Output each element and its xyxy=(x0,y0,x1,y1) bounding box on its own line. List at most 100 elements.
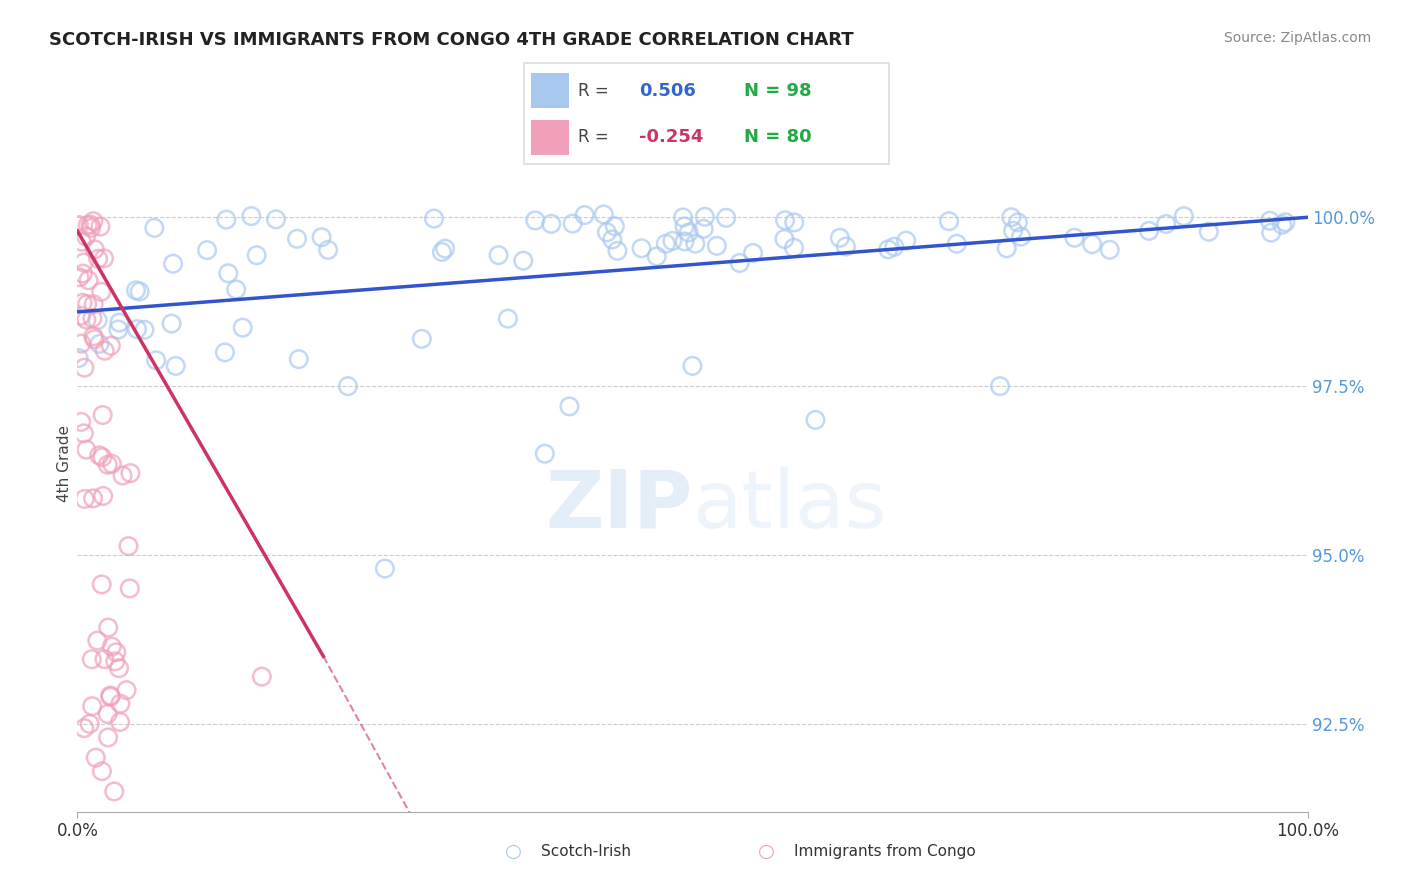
Point xyxy=(89,448,111,462)
Point xyxy=(107,322,129,336)
Point xyxy=(104,654,127,668)
Point xyxy=(434,242,457,256)
Point xyxy=(162,257,184,271)
Point xyxy=(742,246,765,260)
Point xyxy=(603,219,626,234)
Point xyxy=(118,582,141,596)
Text: Scotch-Irish: Scotch-Irish xyxy=(541,845,631,859)
Point xyxy=(1271,218,1294,232)
Point xyxy=(988,379,1011,393)
Point xyxy=(1000,211,1022,225)
Point xyxy=(84,750,107,764)
Point xyxy=(685,236,707,251)
Point xyxy=(91,489,114,503)
Point xyxy=(661,234,683,248)
Point xyxy=(630,241,652,255)
Point xyxy=(103,784,125,798)
Point xyxy=(82,329,104,343)
Point xyxy=(90,577,112,591)
Point xyxy=(592,207,614,221)
Point xyxy=(512,253,534,268)
Point xyxy=(285,232,308,246)
Point xyxy=(783,241,806,255)
Point xyxy=(773,213,796,227)
Point xyxy=(128,285,150,299)
Point xyxy=(728,256,751,270)
Point xyxy=(117,539,139,553)
Point xyxy=(86,633,108,648)
Point xyxy=(86,313,108,327)
Point xyxy=(82,214,104,228)
Point xyxy=(125,283,148,297)
Point xyxy=(82,699,104,714)
Point xyxy=(80,221,103,235)
Point xyxy=(673,219,696,234)
Point xyxy=(883,240,905,254)
Point xyxy=(73,426,96,441)
Point xyxy=(82,311,104,326)
Point xyxy=(76,218,98,232)
Point xyxy=(337,379,360,393)
Point xyxy=(1274,215,1296,229)
Point xyxy=(73,360,96,375)
Point xyxy=(316,243,339,257)
Point xyxy=(75,312,97,326)
Point xyxy=(108,316,131,330)
Point xyxy=(714,211,737,225)
Point xyxy=(101,457,124,471)
Point xyxy=(165,359,187,373)
Point xyxy=(93,343,115,358)
Point xyxy=(1098,243,1121,257)
Point xyxy=(108,714,131,729)
Point xyxy=(1173,209,1195,223)
Point xyxy=(1260,226,1282,240)
Point xyxy=(143,220,166,235)
Point xyxy=(91,408,114,422)
FancyBboxPatch shape xyxy=(531,73,568,108)
Text: -0.254: -0.254 xyxy=(640,128,704,145)
Point xyxy=(655,236,678,251)
Point xyxy=(672,211,695,225)
Point xyxy=(83,332,105,346)
Text: N = 80: N = 80 xyxy=(744,128,811,145)
Point xyxy=(288,352,311,367)
Text: Source: ZipAtlas.com: Source: ZipAtlas.com xyxy=(1223,31,1371,45)
Point xyxy=(91,450,114,465)
Point xyxy=(534,447,557,461)
Point xyxy=(97,621,120,635)
Point xyxy=(97,706,120,721)
Point xyxy=(1137,224,1160,238)
Point xyxy=(1198,225,1220,239)
Point xyxy=(97,458,120,472)
Point xyxy=(108,661,131,675)
Text: SCOTCH-IRISH VS IMMIGRANTS FROM CONGO 4TH GRADE CORRELATION CHART: SCOTCH-IRISH VS IMMIGRANTS FROM CONGO 4T… xyxy=(49,31,853,49)
Point xyxy=(214,345,236,359)
Point xyxy=(783,215,806,229)
Point xyxy=(692,222,714,236)
Point xyxy=(561,217,583,231)
Point xyxy=(496,311,519,326)
Point xyxy=(83,243,105,257)
Point xyxy=(1258,213,1281,227)
Point xyxy=(596,225,619,239)
Point xyxy=(835,239,858,253)
Point xyxy=(1081,237,1104,252)
Text: Immigrants from Congo: Immigrants from Congo xyxy=(794,845,976,859)
Point xyxy=(693,210,716,224)
Point xyxy=(804,413,827,427)
Point xyxy=(70,336,93,351)
Point xyxy=(945,236,967,251)
Point xyxy=(111,468,134,483)
FancyBboxPatch shape xyxy=(531,120,568,155)
Point xyxy=(89,219,111,234)
Point xyxy=(995,241,1018,255)
Point xyxy=(97,731,120,745)
Point xyxy=(682,359,704,373)
Point xyxy=(115,683,138,698)
Point xyxy=(101,640,124,654)
Point xyxy=(79,717,101,731)
Point xyxy=(524,213,547,227)
Point xyxy=(73,491,96,506)
Point xyxy=(217,266,239,280)
Text: 0.506: 0.506 xyxy=(640,82,696,100)
